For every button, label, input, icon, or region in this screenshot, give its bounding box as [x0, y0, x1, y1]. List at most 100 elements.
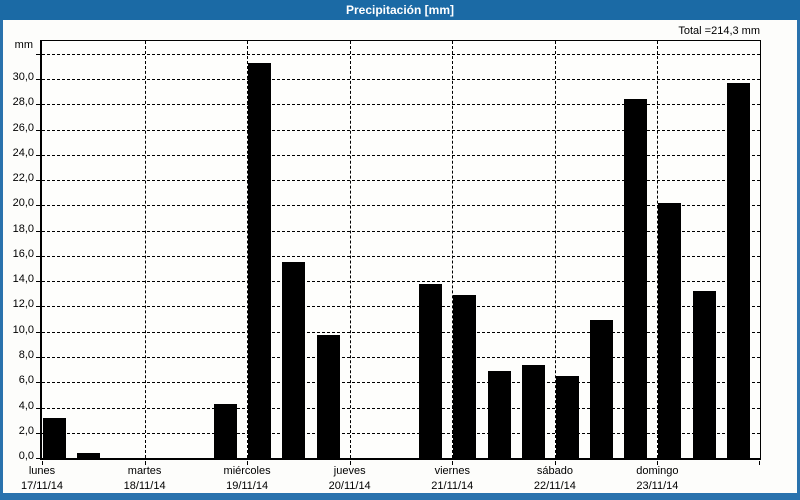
y-gridline — [42, 407, 760, 409]
y-axis-tick — [36, 180, 40, 181]
y-tick-label: 16,0 — [12, 247, 34, 260]
day-date: 20/11/14 — [328, 480, 371, 492]
day-date: 17/11/14 — [20, 480, 63, 492]
y-gridline — [42, 154, 760, 156]
day-name: viernes — [434, 465, 471, 477]
day-label-jueves: jueves 20/11/14 — [300, 464, 400, 494]
x-gridline — [554, 41, 556, 458]
y-axis-tick — [36, 356, 40, 358]
day-label-lunes: lunes 17/11/14 — [0, 464, 92, 494]
y-gridline — [42, 230, 760, 232]
y-gridline — [42, 205, 760, 207]
bar-lunes-2 — [77, 452, 101, 458]
y-gridline — [42, 356, 760, 358]
x-axis-tick — [657, 461, 659, 465]
y-gridline — [42, 180, 760, 181]
day-date: 21/11/14 — [431, 480, 474, 492]
day-label-miércoles: miércoles 19/11/14 — [197, 464, 297, 494]
y-tick-label: 12,0 — [12, 298, 34, 311]
x-axis-tick — [42, 461, 43, 465]
day-label-domingo: domingo 23/11/14 — [607, 464, 707, 494]
y-tick-label: 24,0 — [12, 146, 34, 159]
day-name: domingo — [636, 465, 679, 477]
bar-miércoles-3 — [316, 335, 340, 458]
y-axis-tick — [36, 255, 40, 257]
y-tick-label: 0,0 — [18, 450, 34, 462]
y-tick-label: 10,0 — [12, 323, 34, 336]
day-date: 18/11/14 — [123, 480, 166, 492]
y-tick-label: 18,0 — [12, 222, 34, 235]
y-gridline — [42, 281, 760, 283]
x-axis-tick — [759, 461, 760, 465]
y-tick-label: 30,0 — [12, 70, 34, 83]
y-tick-label: 8,0 — [18, 348, 34, 361]
day-name: martes — [127, 465, 162, 477]
x-gridline — [452, 41, 454, 458]
y-axis-tick — [36, 78, 40, 80]
day-label-sábado: sábado 22/11/14 — [505, 464, 605, 494]
y-gridline — [42, 382, 760, 384]
y-axis-tick — [36, 53, 40, 55]
bar-domingo-3 — [726, 82, 750, 458]
x-axis-tick — [349, 461, 351, 465]
y-axis-tick — [36, 432, 40, 434]
bar-domingo-1 — [658, 202, 682, 458]
y-gridline — [42, 78, 760, 80]
bar-sábado-3 — [624, 99, 648, 458]
y-gridline — [42, 306, 760, 308]
chart-title: Precipitación [mm] — [345, 3, 455, 17]
y-gridline — [42, 104, 760, 106]
day-date: 23/11/14 — [636, 480, 679, 492]
bar-jueves-3 — [419, 283, 443, 458]
bar-martes-3 — [214, 403, 237, 458]
y-axis-tick — [36, 306, 40, 308]
bar-domingo-2 — [692, 291, 716, 458]
x-axis-tick — [247, 461, 249, 465]
y-axis-tick — [36, 458, 40, 459]
y-tick-label: 28,0 — [12, 96, 34, 109]
bar-viernes-3 — [521, 364, 545, 458]
y-axis-tick — [36, 205, 40, 207]
y-tick-label: 14,0 — [12, 273, 34, 286]
x-gridline — [349, 41, 351, 458]
x-axis-tick — [452, 461, 454, 465]
day-name: lunes — [28, 465, 56, 477]
y-tick-label: 4,0 — [18, 399, 34, 412]
y-axis-tick — [36, 154, 40, 156]
plot-area — [36, 40, 761, 465]
y-tick-label: 22,0 — [12, 172, 34, 184]
y-axis-tick — [36, 281, 40, 283]
y-axis-tick — [36, 104, 40, 106]
bar-sábado-1 — [555, 375, 579, 458]
x-axis-tick — [554, 461, 556, 465]
y-gridline — [42, 432, 760, 434]
y-gridline — [42, 53, 760, 55]
title-bar: Precipitación [mm] — [0, 0, 800, 20]
x-axis-tick — [144, 461, 146, 465]
y-axis-tick — [36, 129, 40, 131]
bar-miércoles-2 — [282, 262, 306, 458]
day-name: miércoles — [223, 465, 271, 477]
day-name: jueves — [333, 465, 366, 477]
bar-viernes-1 — [453, 295, 477, 458]
bar-lunes-1 — [43, 417, 66, 458]
day-label-viernes: viernes 21/11/14 — [402, 464, 502, 494]
bar-sábado-2 — [590, 320, 613, 458]
y-axis-tick — [36, 331, 40, 333]
bar-miércoles-1 — [248, 62, 272, 458]
y-gridline — [42, 129, 760, 131]
day-label-martes: martes 18/11/14 — [95, 464, 195, 494]
x-gridline — [657, 41, 659, 458]
y-tick-label: 26,0 — [12, 121, 34, 134]
x-gridline — [247, 41, 249, 458]
y-tick-label: 2,0 — [18, 424, 34, 437]
y-tick-label: 6,0 — [18, 374, 34, 387]
y-axis-tick — [36, 407, 40, 409]
day-name: sábado — [536, 465, 573, 477]
y-gridline — [42, 255, 760, 257]
x-gridline — [144, 41, 146, 458]
y-axis-tick — [36, 230, 40, 232]
y-axis-unit-label: mm — [14, 39, 33, 51]
day-date: 19/11/14 — [226, 480, 269, 492]
